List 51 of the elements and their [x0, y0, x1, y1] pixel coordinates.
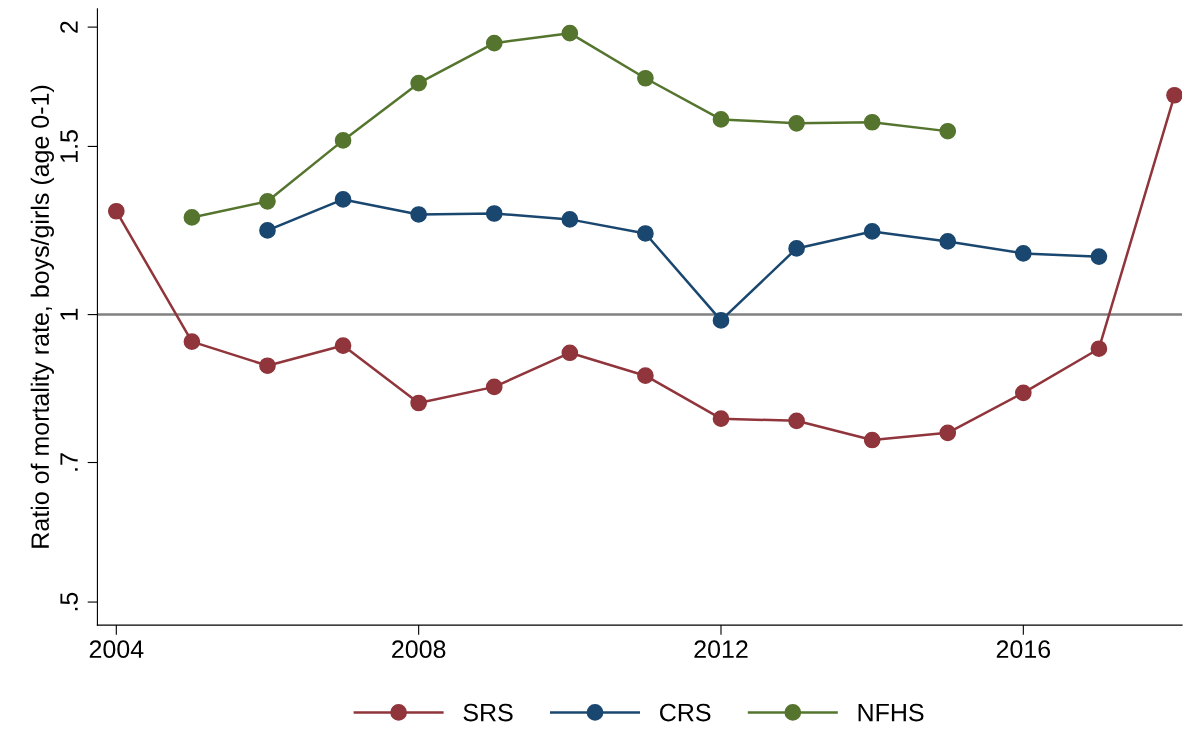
point	[1090, 340, 1108, 358]
point	[1166, 86, 1183, 104]
y-tick-label: 1.5	[60, 130, 78, 162]
point	[863, 223, 881, 240]
point	[939, 122, 957, 140]
point	[183, 209, 201, 226]
point	[712, 410, 730, 428]
point	[485, 378, 503, 396]
legend-label: CRS	[660, 703, 711, 722]
point	[637, 69, 654, 87]
legend-label: NFHS	[858, 703, 924, 722]
point	[1014, 245, 1032, 262]
x-tick-label: 2008	[392, 640, 446, 659]
point	[939, 424, 957, 442]
point	[1090, 248, 1108, 265]
point	[410, 394, 427, 412]
point	[561, 211, 579, 228]
point	[712, 312, 730, 329]
point	[334, 337, 352, 354]
y-tick-label: 2	[60, 21, 78, 33]
point	[939, 233, 957, 250]
point	[410, 206, 427, 223]
y-tick-label: .5	[60, 592, 78, 611]
point	[637, 367, 654, 385]
point	[485, 205, 503, 222]
point	[259, 192, 276, 210]
x-tick-label: 2004	[89, 640, 144, 659]
point	[183, 333, 201, 350]
point	[410, 74, 427, 92]
point	[561, 344, 579, 362]
point	[788, 240, 805, 257]
point	[259, 357, 276, 375]
point	[561, 24, 579, 42]
x-tick-label: 2012	[694, 640, 748, 659]
point	[637, 225, 654, 242]
point	[788, 114, 805, 132]
point	[485, 34, 503, 52]
y-tick-label: .7	[60, 453, 78, 471]
point	[788, 412, 805, 430]
point	[863, 431, 881, 449]
legend-label: SRS	[463, 703, 513, 722]
point	[107, 202, 125, 220]
x-tick-label: 2016	[996, 640, 1051, 659]
point	[259, 222, 276, 239]
y-tick-label: 1	[60, 308, 78, 320]
point	[712, 111, 730, 128]
point	[334, 132, 352, 149]
y-axis-title: Ratio of mortality rate, boys/girls (age 0-1)	[30, 85, 54, 548]
point	[334, 191, 352, 208]
point	[863, 113, 881, 131]
point	[1014, 384, 1032, 402]
